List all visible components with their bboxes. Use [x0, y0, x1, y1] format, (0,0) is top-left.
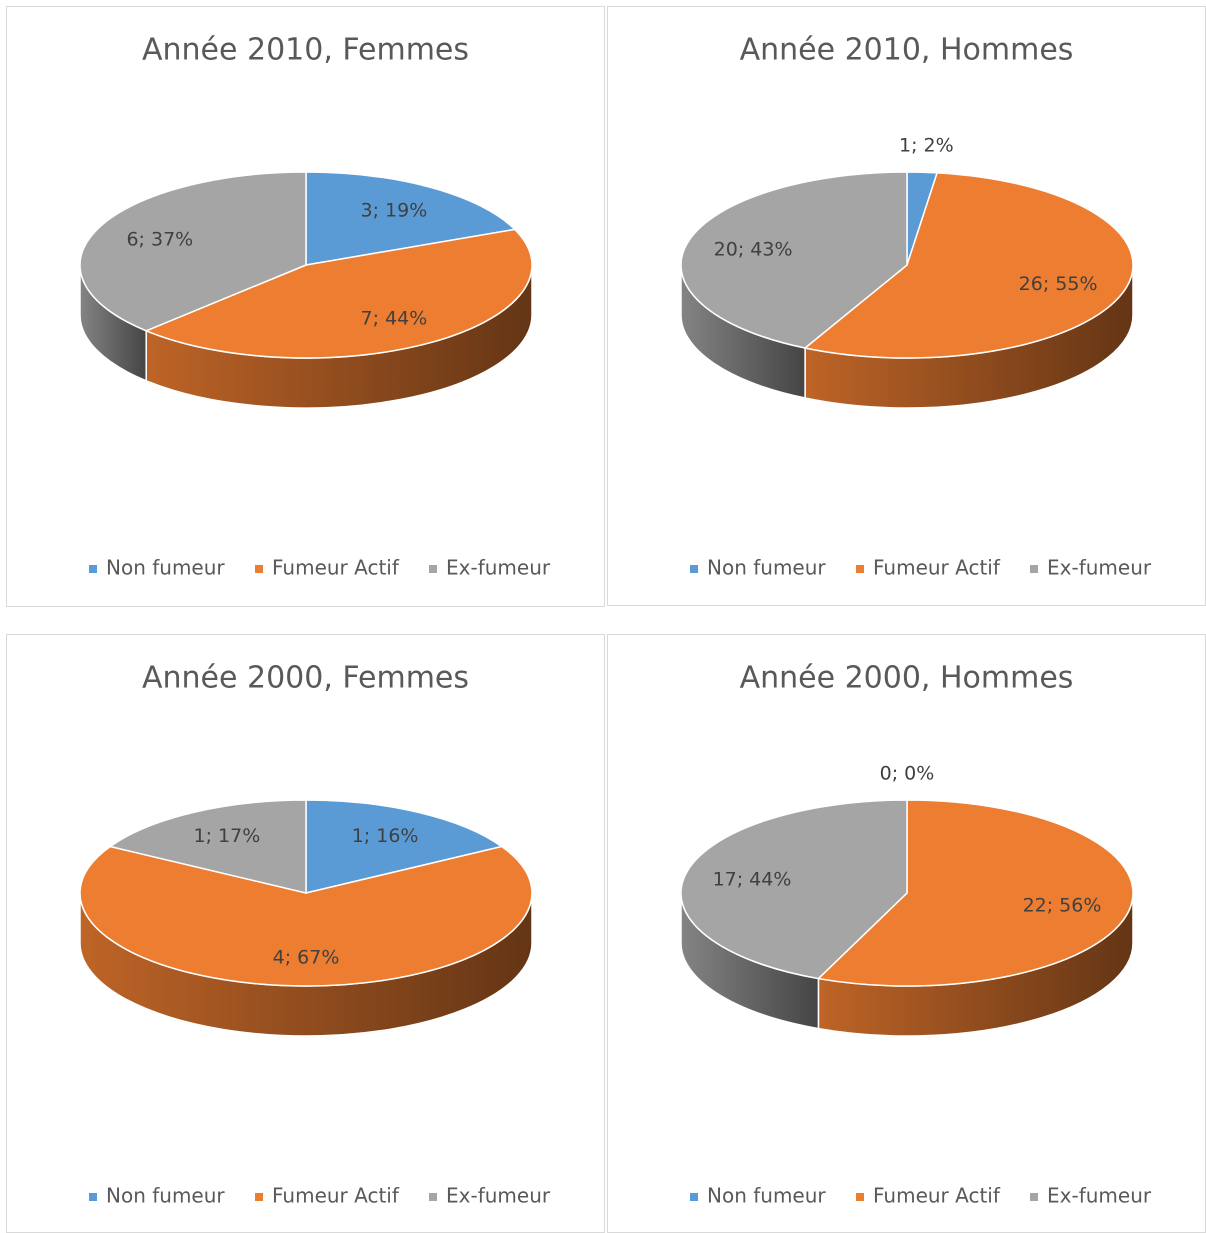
legend-label: Non fumeur: [106, 556, 225, 580]
data-label: 6; 37%: [126, 229, 193, 251]
pie-slice: [144, 228, 533, 359]
legend-swatch: [856, 565, 864, 573]
pie-slice: [108, 799, 307, 894]
data-label: 0; 0%: [880, 762, 935, 784]
legend-swatch: [255, 565, 263, 573]
pie-slice: [305, 799, 504, 894]
legend-label: Fumeur Actif: [272, 556, 400, 580]
data-label: 3; 19%: [361, 199, 428, 221]
legend-label: Ex-fumeur: [1047, 1184, 1152, 1208]
legend-swatch: [429, 1193, 437, 1201]
data-label: 1; 17%: [194, 825, 261, 847]
pie-slice: [79, 171, 307, 332]
data-label: 1; 2%: [899, 135, 954, 157]
legend-swatch: [690, 565, 698, 573]
legend-swatch: [89, 1193, 97, 1201]
legend-label: Non fumeur: [106, 1184, 225, 1208]
pie-slice: [680, 171, 908, 349]
legend-label: Ex-fumeur: [446, 556, 551, 580]
legend-label: Fumeur Actif: [272, 1184, 400, 1208]
pie-slice: [816, 799, 1134, 987]
legend-swatch: [429, 565, 437, 573]
legend-label: Non fumeur: [707, 1184, 826, 1208]
chart-title: Année 2000, Hommes: [740, 661, 1074, 696]
data-label: 26; 55%: [1019, 273, 1098, 295]
data-label: 1; 16%: [352, 825, 419, 847]
data-label: 4; 67%: [273, 947, 340, 969]
pie-slice: [680, 799, 908, 980]
pie-slice: [305, 171, 517, 266]
data-label: 20; 43%: [714, 238, 793, 260]
chart-title: Année 2010, Hommes: [740, 33, 1074, 68]
legend-swatch: [856, 1193, 864, 1201]
pie-slice: [79, 845, 533, 987]
legend-swatch: [690, 1193, 698, 1201]
legend-label: Ex-fumeur: [1047, 556, 1152, 580]
legend-label: Fumeur Actif: [873, 1184, 1001, 1208]
legend-swatch: [255, 1193, 263, 1201]
data-label: 22; 56%: [1023, 895, 1102, 917]
legend-label: Non fumeur: [707, 556, 826, 580]
data-label: 17; 44%: [713, 868, 792, 890]
chart-title: Année 2010, Femmes: [142, 33, 469, 68]
data-label: 7; 44%: [361, 308, 428, 330]
legend-label: Fumeur Actif: [873, 556, 1001, 580]
legend-swatch: [89, 565, 97, 573]
legend-swatch: [1030, 1193, 1038, 1201]
pie-slice: [803, 172, 1134, 359]
legend-label: Ex-fumeur: [446, 1184, 551, 1208]
chart-title: Année 2000, Femmes: [142, 661, 469, 696]
legend-swatch: [1030, 565, 1038, 573]
